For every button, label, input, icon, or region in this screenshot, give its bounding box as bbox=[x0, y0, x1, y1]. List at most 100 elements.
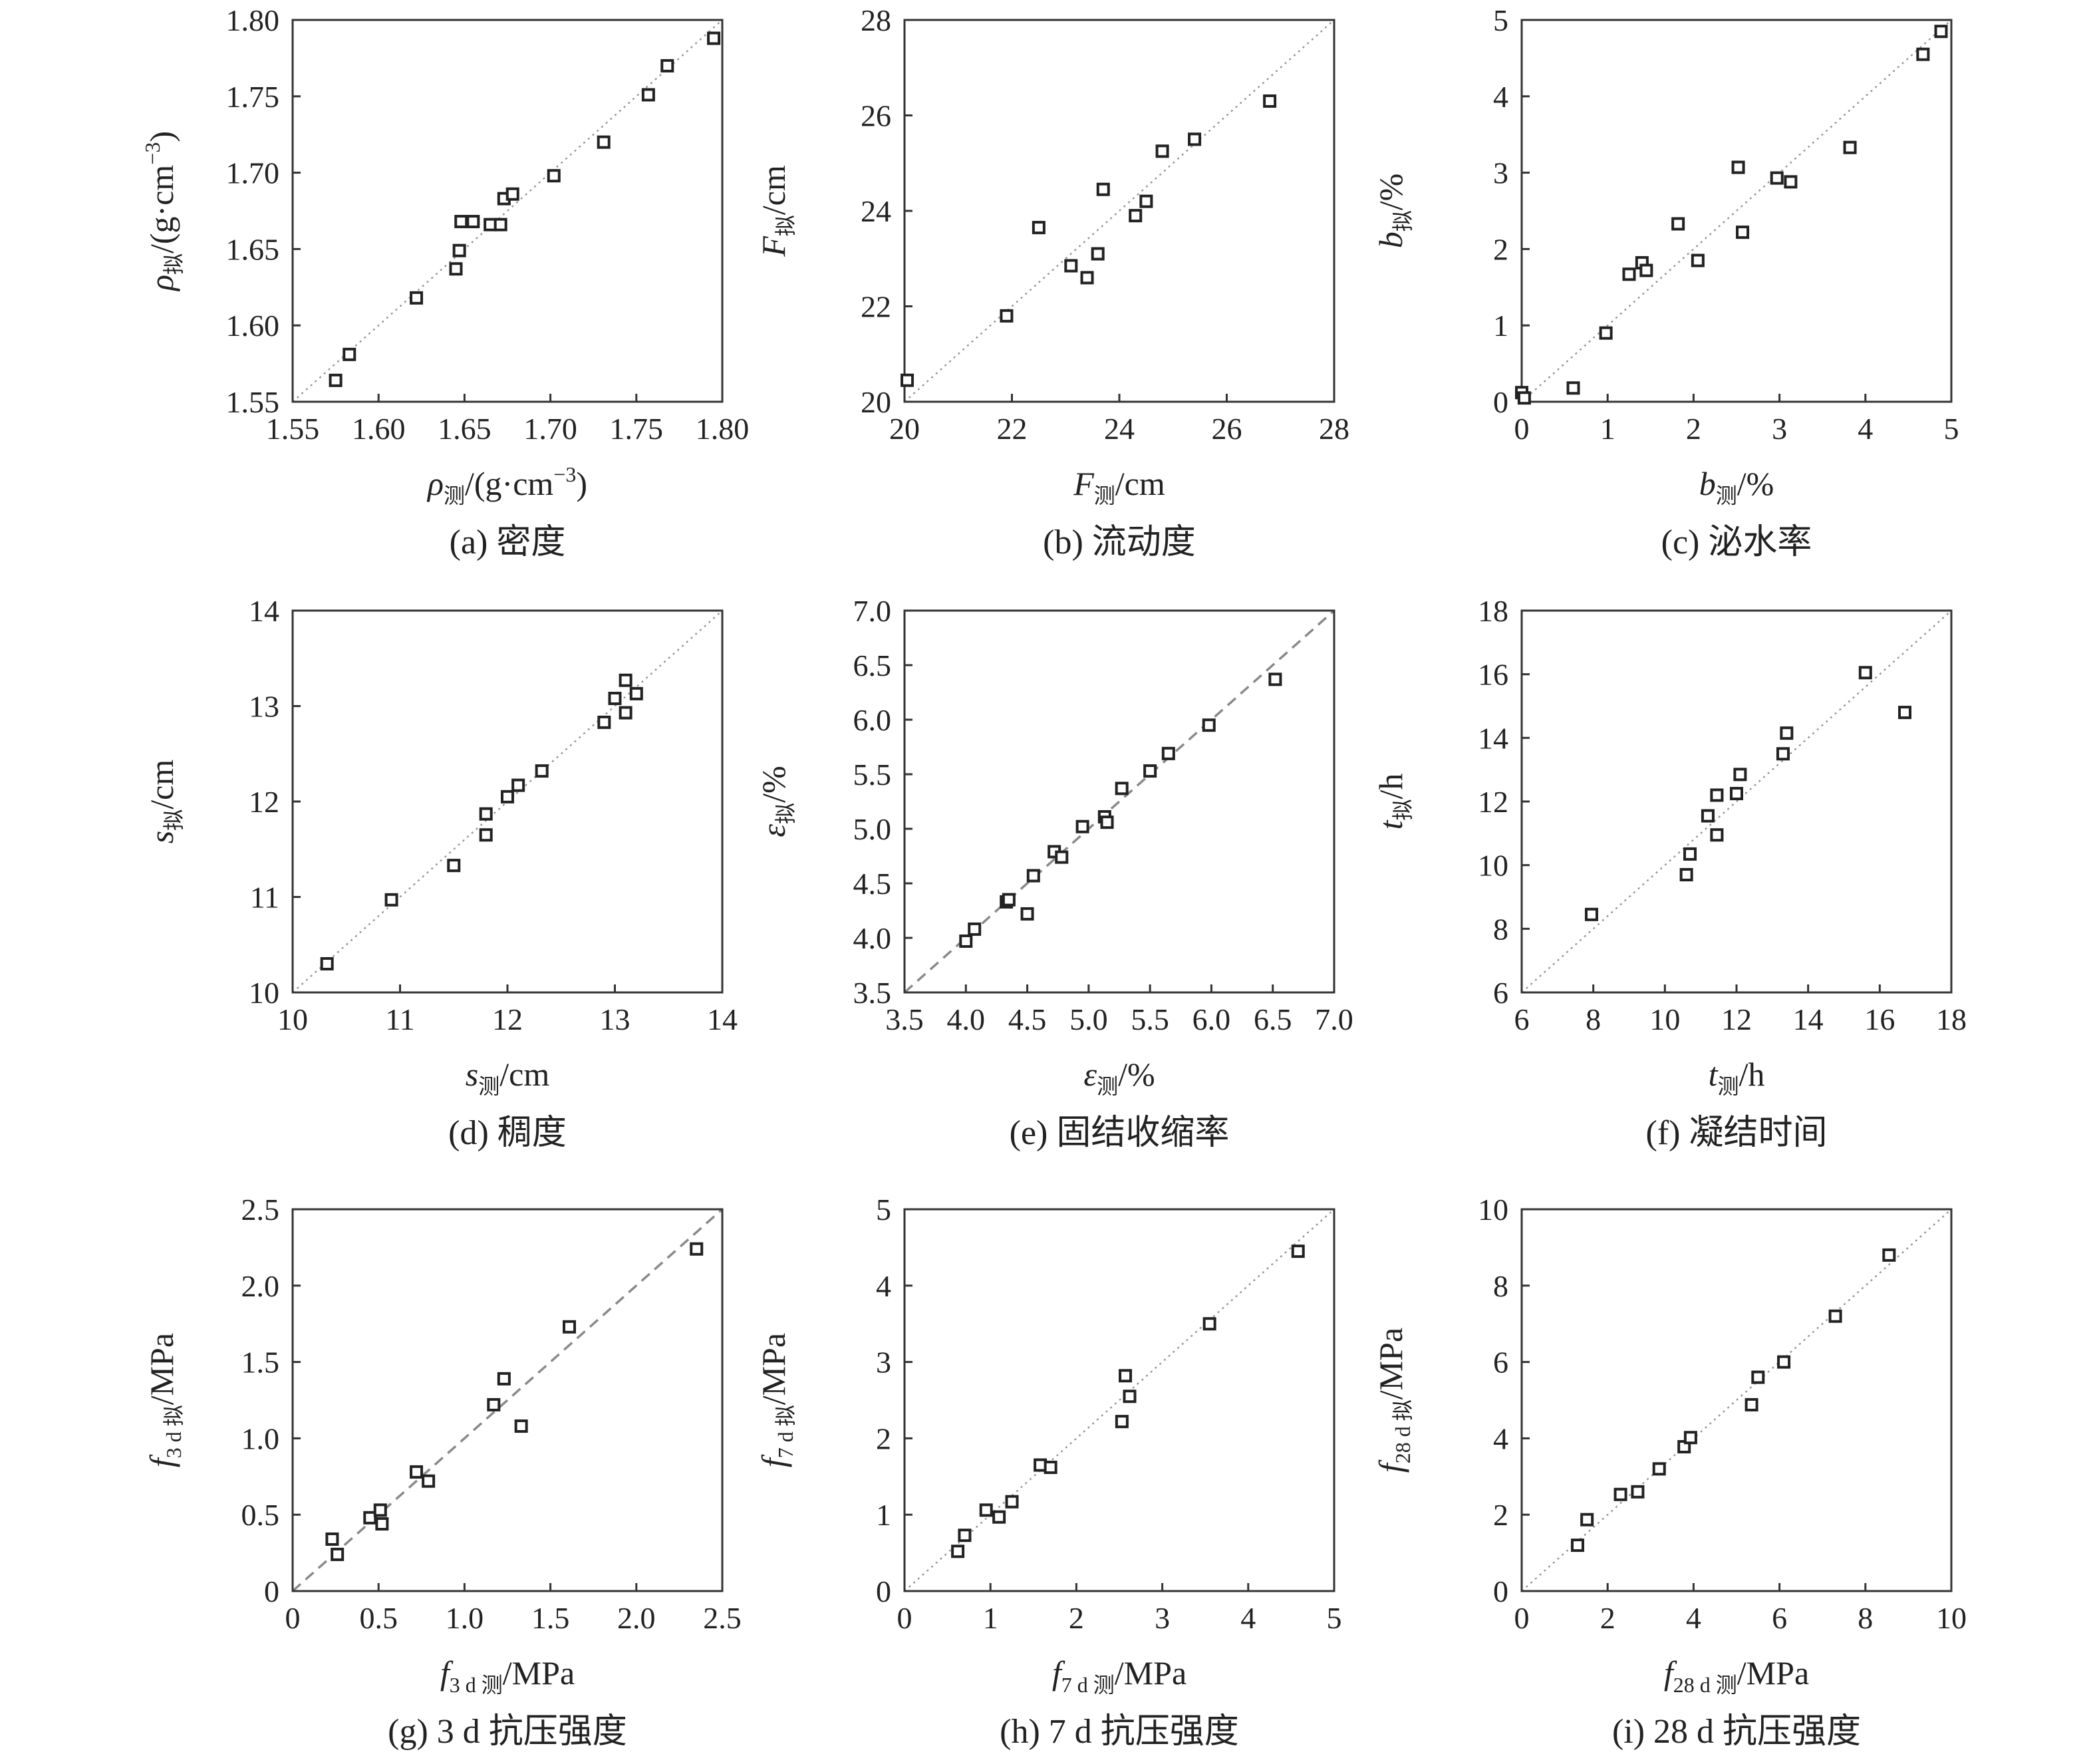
y-tick-label: 5.5 bbox=[853, 758, 892, 792]
x-tick-label: 4 bbox=[1858, 412, 1873, 446]
data-point bbox=[1096, 182, 1110, 196]
x-tick-label: 0 bbox=[1514, 412, 1530, 446]
data-point bbox=[547, 169, 561, 183]
data-point bbox=[1736, 225, 1750, 239]
data-point bbox=[1115, 782, 1129, 796]
data-point bbox=[1161, 746, 1175, 760]
x-tick-label: 26 bbox=[1212, 412, 1242, 446]
x-tick-label: 1.80 bbox=[696, 412, 750, 446]
x-axis-label: s测/cm bbox=[466, 1056, 550, 1098]
y-tick-label: 3.5 bbox=[853, 976, 892, 1010]
x-tick-label: 3.5 bbox=[885, 1002, 924, 1036]
y-tick-label: 0 bbox=[876, 1574, 891, 1608]
y-tick-label: 6.0 bbox=[853, 703, 892, 737]
reference-line bbox=[291, 1208, 724, 1592]
y-tick-label: 4 bbox=[876, 1269, 891, 1303]
data-point bbox=[1080, 271, 1094, 285]
y-tick-label: 13 bbox=[249, 690, 279, 724]
data-point bbox=[447, 859, 461, 873]
data-point bbox=[343, 347, 356, 361]
y-tick-label: 7.0 bbox=[853, 594, 892, 628]
panel-caption: (h) 7 d 抗压强度 bbox=[1000, 1713, 1239, 1751]
data-point bbox=[1622, 267, 1636, 281]
data-point bbox=[1100, 815, 1114, 829]
data-point bbox=[1599, 326, 1613, 340]
y-tick-label: 6 bbox=[1493, 976, 1508, 1010]
data-point bbox=[1683, 1431, 1697, 1445]
y-axis-label: ρ拟/(g·cm−3) bbox=[140, 131, 186, 292]
x-tick-label: 2 bbox=[1600, 1601, 1615, 1635]
data-point bbox=[493, 218, 507, 231]
x-tick-label: 5.5 bbox=[1131, 1002, 1169, 1036]
x-tick-label: 20 bbox=[889, 412, 920, 446]
data-point bbox=[1129, 209, 1143, 223]
x-tick-label: 18 bbox=[1936, 1002, 1967, 1036]
y-tick-label: 6.5 bbox=[853, 649, 892, 682]
data-point bbox=[373, 1503, 387, 1517]
x-tick-label: 2 bbox=[1686, 412, 1701, 446]
data-point bbox=[1784, 175, 1798, 189]
x-tick-label: 16 bbox=[1864, 1002, 1895, 1036]
plot-frame bbox=[291, 1208, 724, 1592]
y-tick-label: 11 bbox=[250, 881, 279, 915]
data-point bbox=[1570, 1539, 1584, 1552]
y-tick-label: 14 bbox=[249, 594, 279, 628]
data-point bbox=[1119, 1369, 1133, 1383]
y-axis-label: t拟/h bbox=[1372, 774, 1415, 830]
panel-caption: (a) 密度 bbox=[450, 523, 566, 561]
data-point bbox=[1683, 847, 1697, 861]
data-point bbox=[1679, 868, 1693, 882]
reference-line bbox=[1521, 19, 1952, 402]
panel-caption: (c) 泌水率 bbox=[1661, 523, 1812, 561]
y-tick-label: 1.0 bbox=[241, 1421, 280, 1455]
x-tick-label: 12 bbox=[492, 1002, 523, 1036]
y-tick-label: 10 bbox=[1478, 849, 1508, 883]
data-point bbox=[992, 1510, 1006, 1524]
data-point bbox=[501, 790, 514, 804]
x-tick-label: 8 bbox=[1858, 1601, 1873, 1635]
x-tick-label: 4 bbox=[1240, 1601, 1256, 1635]
data-point bbox=[1770, 171, 1784, 185]
y-axis-label: F拟/cm bbox=[755, 165, 797, 257]
data-point bbox=[597, 135, 611, 149]
x-tick-label: 1.0 bbox=[446, 1601, 484, 1635]
data-point bbox=[1064, 259, 1078, 273]
data-point bbox=[1584, 907, 1598, 921]
y-tick-label: 0 bbox=[264, 1574, 279, 1608]
data-point bbox=[487, 1397, 501, 1411]
x-tick-label: 13 bbox=[600, 1002, 630, 1036]
y-tick-label: 5 bbox=[876, 1193, 891, 1227]
y-tick-label: 4 bbox=[1493, 80, 1508, 114]
data-point bbox=[535, 764, 549, 778]
data-point bbox=[979, 1503, 993, 1517]
data-point bbox=[690, 1242, 704, 1256]
plot-frame bbox=[291, 19, 724, 403]
data-point bbox=[1091, 247, 1105, 261]
data-point bbox=[608, 692, 622, 706]
data-point bbox=[452, 243, 466, 257]
panel-c: 0 1 2 3 4 5 0 1 2 3 4 5 b测/% b拟/% (c) 泌水率 bbox=[1372, 3, 1959, 561]
data-point bbox=[1710, 828, 1724, 842]
data-point bbox=[329, 373, 343, 387]
data-point bbox=[1631, 1485, 1645, 1499]
plot-frame bbox=[903, 1208, 1335, 1592]
x-tick-label: 1.75 bbox=[610, 412, 664, 446]
reference-line bbox=[292, 19, 723, 402]
x-tick-label: 1.5 bbox=[531, 1601, 570, 1635]
y-tick-label: 12 bbox=[249, 785, 279, 819]
x-tick-label: 0.5 bbox=[359, 1601, 398, 1635]
x-tick-label: 3 bbox=[1772, 412, 1787, 446]
y-axis-label: f3 d 拟/MPa bbox=[143, 1333, 186, 1467]
data-point bbox=[1044, 1461, 1057, 1475]
y-tick-label: 20 bbox=[861, 385, 891, 419]
y-tick-label: 2 bbox=[1493, 1498, 1508, 1532]
y-tick-label: 26 bbox=[861, 99, 891, 133]
data-point bbox=[505, 187, 519, 201]
data-point bbox=[325, 1532, 339, 1546]
data-point bbox=[449, 262, 463, 276]
plot-frame bbox=[903, 609, 1335, 994]
panel-g: 0 0.5 1.0 1.5 2.0 2.5 0 0.5 1.0 1.5 2.0 2.5 f3 d 测/M… bbox=[143, 1193, 742, 1751]
data-point bbox=[959, 934, 973, 948]
plot-frame bbox=[1520, 1208, 1953, 1592]
